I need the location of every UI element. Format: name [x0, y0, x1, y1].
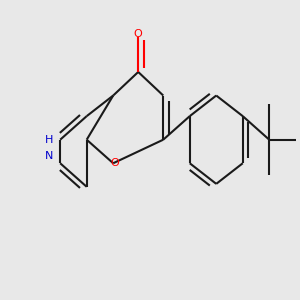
Text: N: N: [44, 151, 53, 161]
Text: H: H: [44, 135, 53, 145]
Text: O: O: [134, 29, 142, 39]
Text: O: O: [110, 158, 119, 168]
